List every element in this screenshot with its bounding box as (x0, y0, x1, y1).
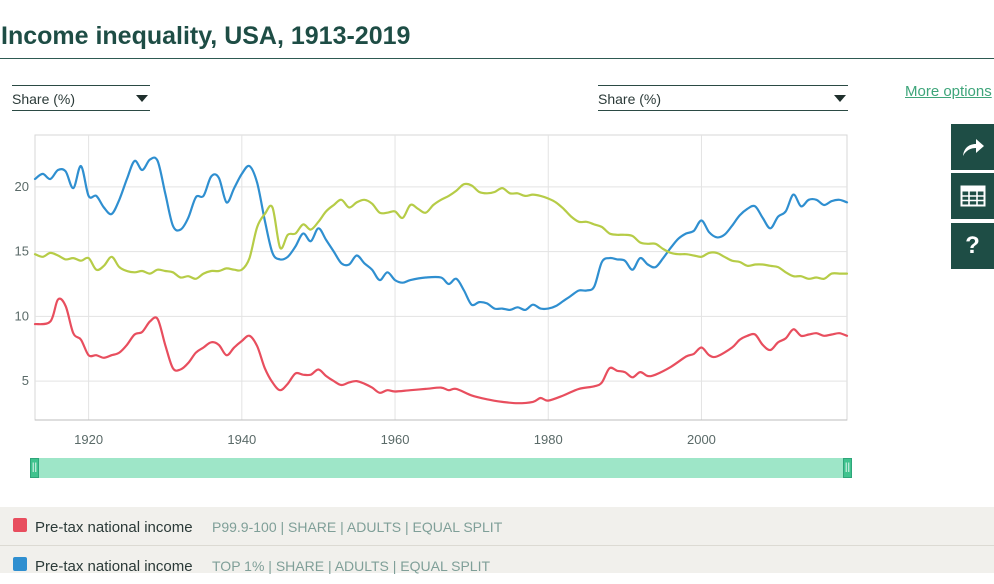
help-icon: ? (965, 232, 980, 259)
legend-swatch-red (13, 518, 27, 532)
y-tick-label: 10 (15, 308, 29, 323)
range-start-handle[interactable]: || (30, 458, 39, 478)
chart-title: Income inequality, USA, 1913-2019 (1, 22, 411, 50)
table-button[interactable] (951, 173, 994, 219)
series-line-1 (33, 297, 849, 405)
legend-series-detail: P99.9-100 | SHARE | ADULTS | EQUAL SPLIT (212, 519, 503, 535)
chevron-down-icon (834, 95, 846, 102)
title-divider (0, 58, 994, 59)
legend-panel: Pre-tax national income P99.9-100 | SHAR… (0, 507, 994, 575)
legend-swatch-blue (13, 557, 27, 571)
range-end-handle[interactable]: || (843, 458, 852, 478)
left-metric-select-label: Share (%) (12, 91, 76, 107)
share-button[interactable] (951, 124, 994, 170)
x-tick-label: 1960 (381, 432, 410, 447)
help-button[interactable]: ? (951, 223, 994, 269)
x-tick-label: 1940 (227, 432, 256, 447)
x-tick-label: 1920 (74, 432, 103, 447)
share-arrow-icon (962, 139, 984, 156)
chevron-down-icon (136, 95, 148, 102)
line-chart: 5 10 15 20 1920 1940 1960 1980 2000 (15, 134, 849, 447)
legend-series-name: Pre-tax national income (35, 558, 193, 575)
legend-item[interactable]: Pre-tax national income P99.9-100 | SHAR… (0, 507, 994, 545)
left-metric-select[interactable]: Share (%) (12, 85, 150, 111)
legend-series-detail: TOP 1% | SHARE | ADULTS | EQUAL SPLIT (212, 558, 491, 574)
right-metric-select-label: Share (%) (598, 91, 662, 107)
table-icon (960, 185, 985, 207)
x-tick-label: 2000 (687, 432, 716, 447)
x-tick-label: 1980 (534, 432, 563, 447)
y-tick-label: 15 (15, 244, 29, 259)
time-range-slider[interactable]: || || (30, 458, 852, 478)
y-tick-label: 20 (15, 179, 29, 194)
legend-series-name: Pre-tax national income (35, 519, 193, 536)
right-metric-select[interactable]: Share (%) (598, 85, 848, 111)
y-tick-label: 5 (22, 373, 29, 388)
series-line-3 (33, 182, 849, 281)
series-line-2 (33, 156, 849, 312)
legend-item[interactable]: Pre-tax national income TOP 1% | SHARE |… (0, 545, 994, 584)
more-options-link[interactable]: More options (905, 83, 992, 100)
